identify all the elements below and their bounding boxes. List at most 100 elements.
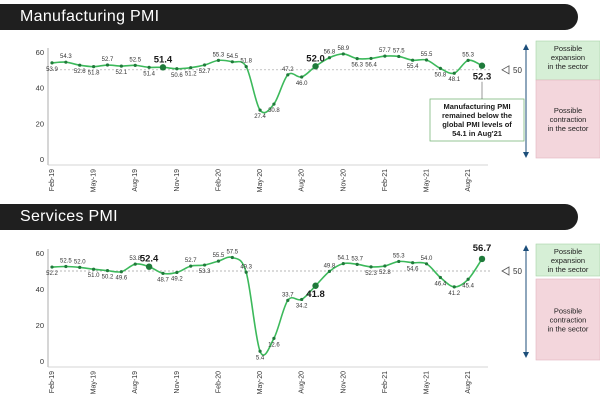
mfg-x-tick-label: Aug-19 [132, 169, 139, 192]
svc-x-tick-label: May-21 [424, 371, 431, 394]
mfg-data-point [244, 65, 248, 69]
mfg-data-point [411, 58, 415, 62]
svc-data-point [145, 263, 153, 270]
mfg-data-point [189, 66, 193, 70]
svc-data-point [424, 262, 429, 266]
mfg-data-point [327, 56, 332, 60]
svc-data-point [175, 270, 179, 275]
mfg-data-point [355, 56, 359, 61]
mfg-data-label: 56.8 [324, 50, 336, 56]
svc-data-point [383, 264, 387, 268]
svc-data-point [133, 262, 137, 266]
mfg-x-tick-label: May-19 [91, 169, 98, 192]
mfg-arrow-down-icon [523, 152, 529, 158]
mfg-data-point [216, 58, 221, 62]
svc-data-label: 56.7 [473, 243, 492, 254]
svc-x-tick-label: Feb-19 [49, 371, 56, 393]
svc-data-label: 52.3 [365, 271, 377, 277]
mfg-data-label: 51.8 [240, 59, 252, 65]
mfg-data-label: 55.3 [462, 52, 474, 58]
svc-x-tick-label: May-20 [257, 371, 264, 394]
mfg-data-label: 51.8 [88, 71, 100, 77]
svc-data-label: 52.8 [379, 270, 391, 276]
mfg-expansion-label: Possible [554, 44, 582, 53]
mfg-data-point [147, 65, 151, 69]
mfg-data-label: 55.5 [421, 52, 433, 58]
mfg-y-tick-label: 0 [40, 155, 44, 164]
svc-data-label: 51.0 [88, 273, 100, 279]
svc-y-tick-label: 0 [40, 357, 44, 366]
mfg-data-point [92, 65, 96, 69]
mfg-data-label: 52.7 [199, 69, 211, 75]
svc-data-point [78, 265, 82, 269]
mfg-data-label: 52.1 [116, 70, 128, 76]
mfg-y-tick-label: 40 [36, 84, 44, 93]
manufacturing-pmi-banner: Manufacturing PMI [0, 4, 578, 30]
svc-contraction-label: contraction [550, 316, 587, 325]
mfg-data-point [64, 60, 68, 64]
svc-data-label: 52.5 [60, 259, 72, 265]
mfg-y-tick-label: 60 [36, 48, 44, 57]
svc-data-point [300, 297, 304, 302]
svc-contraction-label: Possible [554, 307, 582, 316]
mfg-data-point [383, 54, 387, 58]
svc-data-label: 49.3 [240, 264, 252, 270]
mfg-data-point [159, 64, 167, 71]
svc-data-label: 33.7 [282, 292, 294, 298]
mfg-data-label: 30.8 [268, 108, 280, 114]
svc-arrow-down-icon [523, 352, 529, 358]
mfg-series-line [51, 53, 483, 114]
svc-data-point [369, 265, 373, 269]
mfg-x-tick-label: Nov-20 [340, 169, 347, 192]
svc-expansion-label: expansion [551, 256, 585, 265]
mfg-data-label: 52.5 [129, 57, 141, 63]
svc-data-point [202, 263, 207, 267]
mfg-annotation-text: Manufacturing PMI [443, 102, 510, 111]
mfg-data-label: 52.3 [473, 72, 492, 83]
mfg-data-point [230, 60, 234, 64]
svc-data-label: 57.5 [226, 250, 238, 256]
mfg-data-point [478, 62, 486, 69]
svc-data-point [161, 271, 165, 275]
svc-data-label: 54.6 [407, 267, 419, 273]
mfg-x-tick-label: May-21 [424, 169, 431, 192]
svc-x-tick-label: Feb-21 [382, 371, 389, 393]
svc-x-tick-label: Nov-20 [340, 371, 347, 394]
mfg-expansion-label: in the sector [548, 62, 589, 71]
svc-data-label: 49.8 [324, 263, 336, 269]
svc-data-point [466, 277, 470, 281]
mfg-data-point [452, 71, 456, 75]
svc-x-tick-label: Aug-20 [299, 371, 306, 394]
svc-data-label: 54.0 [421, 256, 433, 262]
mfg-reference-label: 50 [513, 66, 522, 75]
mfg-contraction-label: Possible [554, 106, 582, 115]
mfg-data-label: 51.4 [143, 71, 155, 77]
svc-data-label: 50.2 [102, 275, 114, 281]
mfg-data-point [312, 63, 319, 70]
services-pmi-title: Services PMI [20, 208, 118, 225]
svc-data-label: 52.2 [46, 271, 58, 277]
mfg-data-label: 27.4 [254, 114, 266, 120]
svc-x-tick-label: Aug-19 [132, 371, 139, 394]
mfg-expansion-label: expansion [551, 53, 585, 62]
svc-data-label: 52.4 [140, 254, 159, 265]
mfg-contraction-label: in the sector [548, 124, 589, 133]
svc-data-point [355, 262, 359, 266]
mfg-data-point [466, 58, 470, 62]
mfg-data-point [397, 54, 401, 59]
svc-y-tick-label: 20 [36, 321, 44, 330]
mfg-data-label: 57.5 [393, 48, 405, 54]
mfg-data-label: 52.7 [102, 57, 114, 63]
svc-data-label: 41.8 [306, 289, 325, 300]
svc-data-point [341, 262, 345, 266]
mfg-data-point [105, 63, 110, 67]
mfg-data-label: 47.2 [282, 67, 294, 73]
svc-expansion-label: Possible [554, 247, 582, 256]
svc-data-label: 52.0 [74, 259, 86, 265]
svc-data-point [272, 336, 276, 340]
svc-contraction-label: in the sector [548, 325, 589, 334]
mfg-data-point [175, 67, 179, 71]
svc-y-tick-label: 60 [36, 249, 44, 258]
svc-data-point [216, 259, 221, 263]
